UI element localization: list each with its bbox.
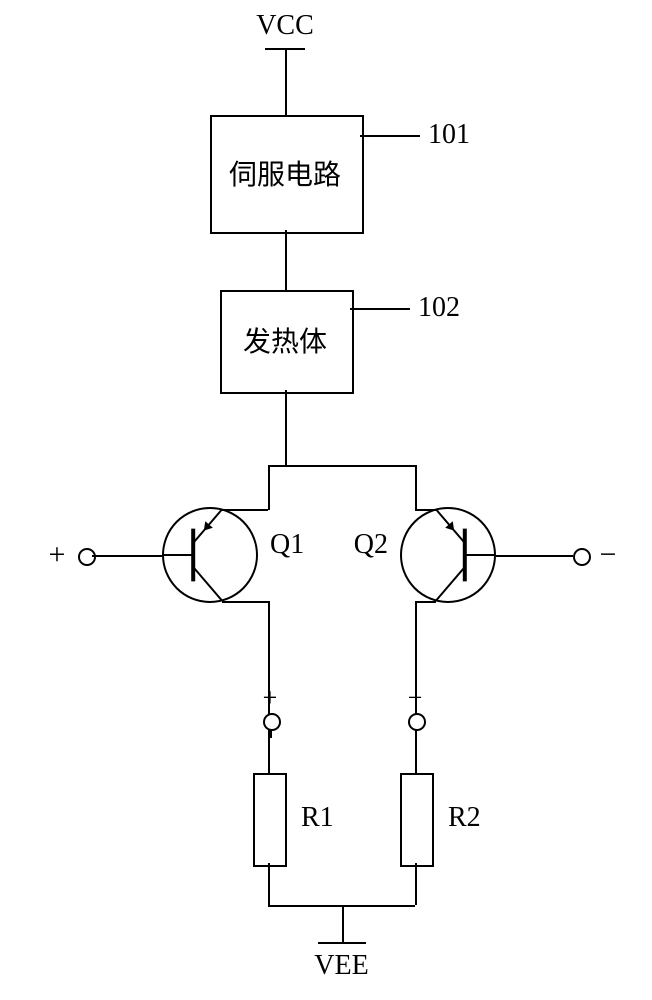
schematic-canvas: VCC伺服电路101发热体102Q1Q2+−+−R1R2VEE bbox=[0, 0, 652, 1000]
transistor-q1 bbox=[162, 507, 258, 603]
heater-ref: 102 bbox=[418, 292, 460, 324]
in-neg-sign: − bbox=[600, 538, 617, 572]
vee-label: VEE bbox=[314, 950, 368, 982]
tap-neg-sign: − bbox=[408, 683, 423, 713]
in-pos-sign: + bbox=[49, 538, 66, 572]
vcc-label: VCC bbox=[256, 10, 314, 42]
q2-label: Q2 bbox=[354, 529, 388, 561]
servo-ref: 101 bbox=[428, 119, 470, 151]
resistor-r1 bbox=[253, 773, 287, 867]
resistor-r2 bbox=[400, 773, 434, 867]
r2-label: R2 bbox=[448, 802, 481, 834]
transistor-q2 bbox=[400, 507, 496, 603]
tap-pos-sign: + bbox=[263, 683, 278, 713]
r1-label: R1 bbox=[301, 802, 334, 834]
q1-label: Q1 bbox=[270, 529, 304, 561]
